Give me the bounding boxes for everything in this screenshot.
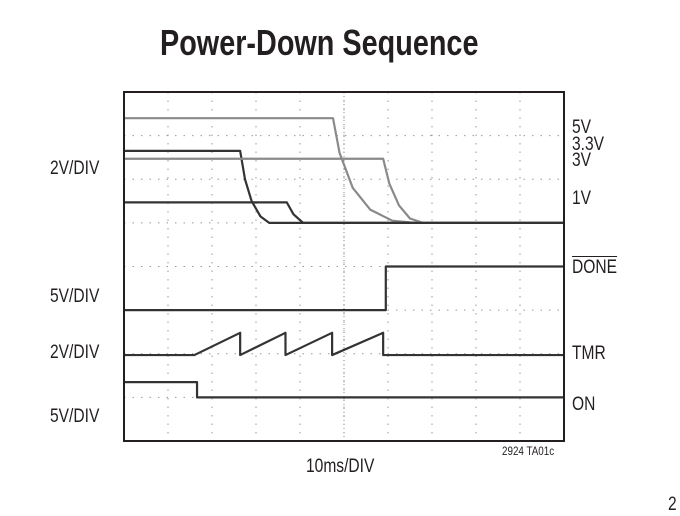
scale-label-top: 2V/DIV: [50, 158, 100, 179]
series-label-on: ON: [572, 394, 596, 415]
page-number: 2: [668, 494, 677, 515]
series-label-3v: 3V: [572, 150, 592, 171]
series-label-5v: 5V: [572, 117, 592, 138]
scale-label-tmr: 2V/DIV: [50, 342, 100, 363]
trace-done: [124, 265, 564, 312]
trace-1v: [124, 201, 564, 224]
series-label-3v3: 3.3V: [572, 134, 605, 155]
trace-5v: [124, 117, 564, 224]
plot-frame: [123, 91, 565, 442]
trace-tmr: [124, 331, 564, 357]
figure-code: 2924 TA01c: [502, 444, 555, 458]
trace-3v3v: [124, 149, 564, 224]
chart-title: Power-Down Sequence: [160, 22, 479, 63]
trace-on: [124, 381, 564, 399]
x-axis-label: 10ms/DIV: [306, 456, 375, 477]
series-label-done: DONE: [572, 257, 618, 278]
scale-label-done: 5V/DIV: [50, 286, 100, 307]
series-label-1v: 1V: [572, 188, 592, 209]
scale-label-on: 5V/DIV: [50, 406, 100, 427]
series-label-tmr: TMR: [572, 343, 606, 364]
